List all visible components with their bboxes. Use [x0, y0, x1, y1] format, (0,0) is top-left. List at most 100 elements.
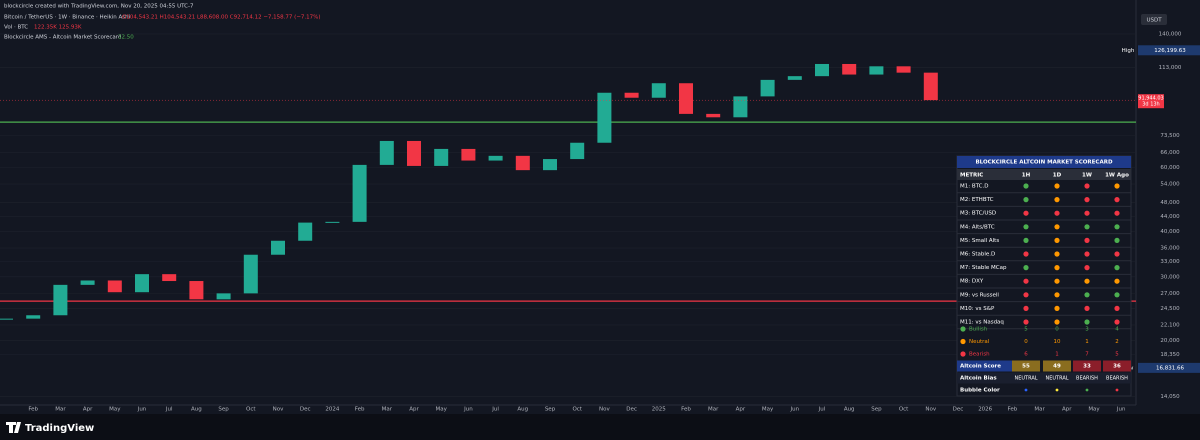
y-tick-label: 14,050 [1160, 394, 1180, 400]
score-value: 55 [1022, 364, 1030, 370]
bubble-dot [1055, 388, 1059, 392]
score-cell-bg [1073, 360, 1101, 372]
bubble-name: Bubble Color [960, 388, 1000, 394]
x-tick-label: Mar [55, 407, 66, 413]
summary-count: 1 [1055, 352, 1059, 358]
status-dot [1023, 183, 1029, 189]
column-header: 1W Ago [1105, 173, 1129, 179]
score-name: Altcoin Score [960, 364, 1001, 370]
x-tick-label: Sep [545, 407, 556, 413]
x-tick-label: May [762, 407, 774, 413]
y-tick-label: 24,500 [1160, 306, 1180, 312]
x-tick-label: Dec [626, 407, 637, 413]
y-tick-label: 48,000 [1160, 200, 1180, 206]
status-dot [1084, 292, 1090, 298]
summary-name: Bullish [969, 327, 988, 333]
x-tick-label: Nov [599, 407, 610, 413]
ohlc: O104,543.21 H104,543.21 L88,608.00 C92,7… [122, 15, 321, 21]
candle [570, 142, 585, 160]
plot-area: 140,000113,00073,50066,00060,00054,00048… [0, 31, 1200, 413]
score-value: 49 [1053, 364, 1061, 370]
x-tick-label: Aug [191, 407, 202, 413]
summary-count: 6 [1024, 352, 1028, 358]
summary-dot [960, 338, 966, 345]
footer-bar [0, 414, 1200, 440]
candle [26, 315, 41, 319]
currency[interactable]: USDT [1146, 18, 1162, 24]
summary-dot [960, 351, 966, 357]
candle [325, 221, 340, 223]
bias-value: NEUTRAL [1045, 376, 1068, 382]
metric-name: M4: Alts/BTC [960, 224, 995, 230]
x-tick-label: 2025 [652, 407, 666, 413]
score-cell-bg [1043, 360, 1071, 372]
price-tag [1138, 45, 1200, 56]
x-tick-label: Nov [273, 407, 284, 413]
last-price-tag [1138, 94, 1164, 109]
score-value: 33 [1083, 364, 1091, 370]
status-dot [1023, 251, 1029, 257]
candle [189, 281, 204, 300]
status-dot [1114, 319, 1120, 325]
candle [543, 159, 557, 171]
x-tick-label: Jun [790, 407, 800, 413]
scorecard: BLOCKCIRCLE ALTCOIN MARKET SCORECARD METR… [956, 155, 1132, 397]
symbol-line: Bitcoin / TetherUS · 1W · Binance · Heik… [4, 15, 131, 21]
summary-count: 7 [1085, 352, 1089, 358]
candle [107, 280, 122, 293]
status-dot [1054, 224, 1060, 230]
candle [597, 92, 612, 143]
status-dot [1054, 265, 1060, 271]
price-tag [1138, 362, 1200, 373]
candle [624, 92, 639, 98]
y-tick-label: 66,000 [1160, 150, 1180, 156]
score-cell-bg [1103, 360, 1131, 372]
header-bg [957, 169, 1131, 180]
column-header: 1H [1022, 173, 1031, 179]
x-tick-label: Feb [28, 407, 38, 413]
summary-dot [960, 326, 966, 332]
candle [243, 254, 258, 294]
currency-button[interactable] [1141, 14, 1167, 25]
x-tick-label: Jul [818, 407, 826, 413]
y-tick-label: 54,000 [1160, 182, 1180, 188]
status-dot [1084, 305, 1090, 311]
table-bg [956, 155, 1132, 397]
status-dot [1084, 237, 1090, 243]
summary-count: 3 [1085, 327, 1089, 333]
candle [760, 79, 775, 97]
candle [706, 113, 721, 118]
y-tick-label: 22,100 [1160, 322, 1180, 328]
status-dot [1023, 278, 1029, 284]
x-tick-label: Apr [736, 407, 746, 413]
candle [787, 76, 802, 80]
x-tick-label: Apr [409, 407, 419, 413]
status-dot [1023, 265, 1029, 271]
status-dot [1114, 197, 1120, 203]
summary-count: 4 [1115, 327, 1119, 333]
x-tick-label: May [436, 407, 448, 413]
summary-count: 1 [1085, 339, 1089, 345]
y-tick-label: 44,000 [1160, 214, 1180, 220]
candle [651, 83, 666, 98]
x-tick-label: Sep [218, 407, 229, 413]
y-tick-label: 60,000 [1160, 165, 1180, 171]
bubble-dot [1115, 388, 1119, 392]
status-dot [1114, 305, 1120, 311]
candle [407, 140, 421, 166]
bias-value: BEARISH [1076, 376, 1098, 382]
metric-name: M6: Stable.D [960, 252, 995, 258]
metric-name: M11: vs Nasdaq [960, 320, 1004, 326]
candle [733, 96, 748, 118]
status-dot [1054, 183, 1060, 189]
candle [379, 140, 394, 165]
status-dot [1114, 237, 1120, 243]
status-dot [1054, 319, 1060, 325]
status-dot [1114, 251, 1120, 257]
y-tick-label: 33,000 [1160, 259, 1180, 265]
status-dot [1023, 237, 1029, 243]
x-tick-label: Feb [681, 407, 691, 413]
summary-count: 10 [1054, 339, 1061, 345]
status-dot [1114, 183, 1120, 189]
